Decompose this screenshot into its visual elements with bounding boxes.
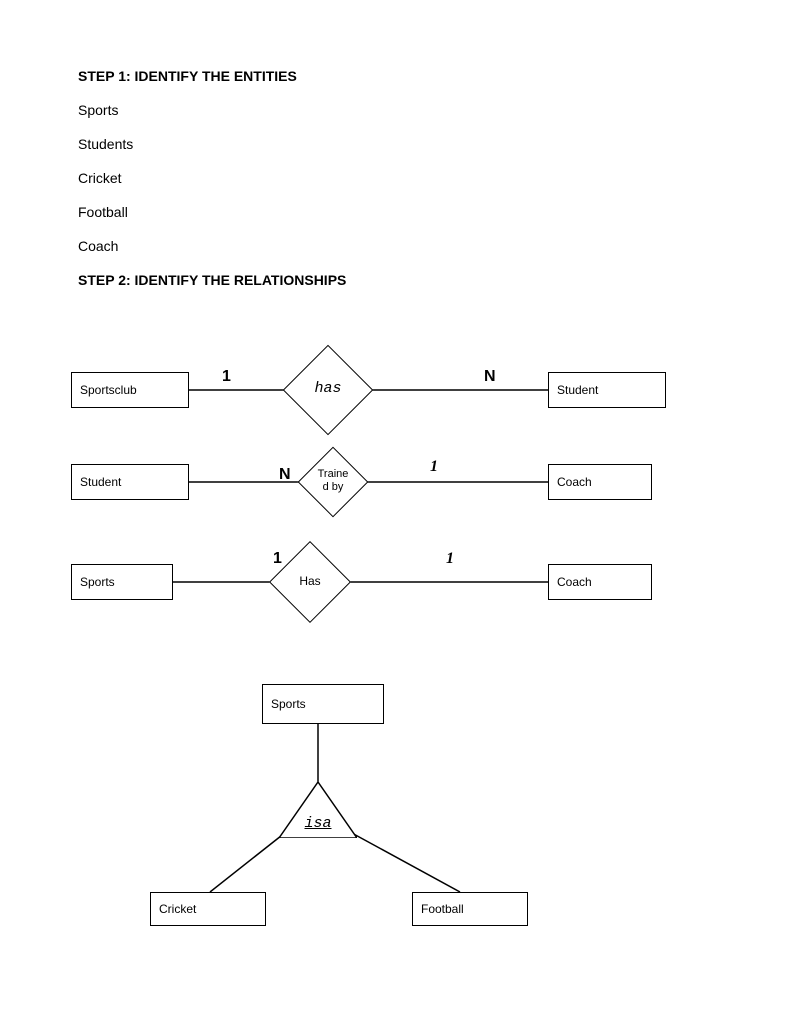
diamond-trainedby (298, 447, 369, 518)
entity-cricket-box: Cricket (150, 892, 266, 926)
card-1-right: N (484, 368, 496, 386)
entity-coach-box-1: Coach (548, 464, 652, 500)
entity-coach-box-2: Coach (548, 564, 652, 600)
entity-student-box-2: Student (71, 464, 189, 500)
entity-sports-parent: Sports (262, 684, 384, 724)
entity-sportsclub-box: Sportsclub (71, 372, 189, 408)
card-2-left: N (279, 466, 291, 484)
er-diagram: Sportsclub Student has 1 N Student Coach… (0, 0, 800, 1035)
card-3-left: 1 (273, 550, 282, 568)
entity-sports-box: Sports (71, 564, 173, 600)
connector-lines (0, 0, 800, 1035)
card-2-right: 1 (430, 458, 438, 476)
entity-student-box-1: Student (548, 372, 666, 408)
diamond-has-1 (283, 345, 374, 436)
card-1-left: 1 (222, 368, 231, 386)
isa-triangle (279, 782, 357, 838)
card-3-right: 1 (446, 550, 454, 568)
entity-football-box: Football (412, 892, 528, 926)
